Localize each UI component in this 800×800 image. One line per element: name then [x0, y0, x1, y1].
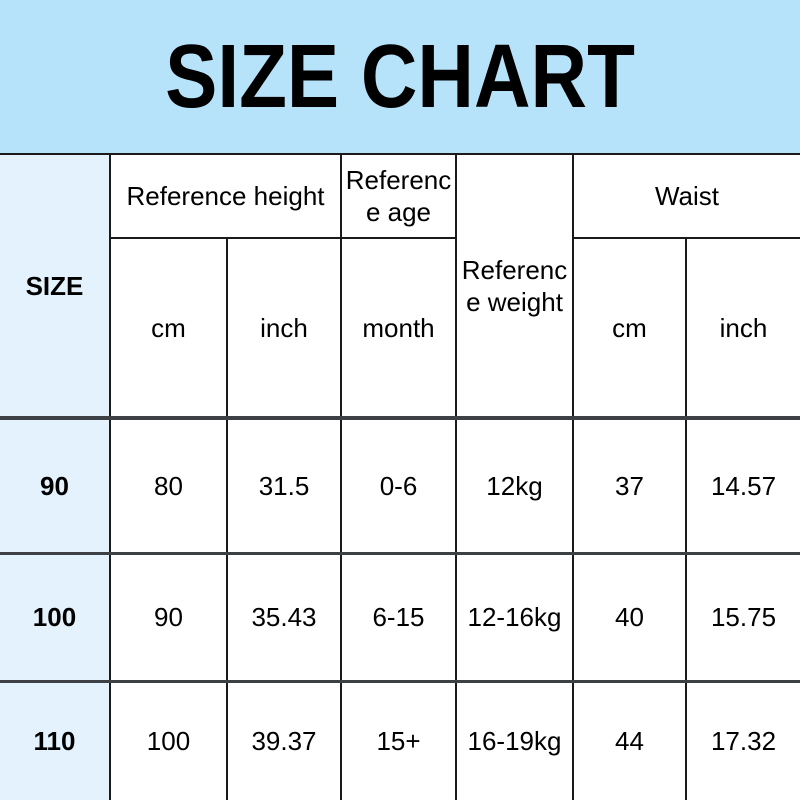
cell-age-month: 15+	[340, 680, 457, 800]
cell-size: 90	[0, 417, 111, 555]
unit-height-cm: cm	[109, 237, 228, 420]
cell-age-month: 6-15	[340, 552, 457, 683]
cell-height-cm: 90	[109, 552, 228, 683]
cell-size: 110	[0, 680, 111, 800]
cell-waist-inch: 14.57	[684, 417, 800, 555]
cell-height-cm: 100	[109, 680, 228, 800]
cell-waist-inch: 15.75	[684, 552, 800, 683]
table-row: 110 100 39.37 15+ 16-19kg 44 17.32	[0, 680, 800, 800]
unit-height-inch: inch	[226, 237, 342, 420]
cell-waist-cm: 40	[572, 552, 687, 683]
table-row: 90 80 31.5 0-6 12kg 37 14.57	[0, 417, 800, 555]
cell-weight: 12-16kg	[455, 552, 574, 683]
cell-height-inch: 35.43	[226, 552, 342, 683]
header-size: SIZE	[0, 153, 111, 420]
unit-waist-cm: cm	[572, 237, 687, 420]
unit-waist-inch: inch	[684, 237, 800, 420]
cell-age-month: 0-6	[340, 417, 457, 555]
header-waist: Waist	[571, 153, 800, 239]
cell-waist-cm: 37	[572, 417, 687, 555]
cell-weight: 16-19kg	[455, 680, 574, 800]
cell-waist-cm: 44	[572, 680, 687, 800]
size-chart-table: SIZE Reference height Referenc e age Ref…	[0, 153, 800, 800]
cell-waist-inch: 17.32	[684, 680, 800, 800]
unit-age-month: month	[340, 237, 457, 420]
page-title: SIZE CHART	[165, 26, 635, 127]
cell-height-cm: 80	[109, 417, 228, 555]
header-unit-row: cm inch month cm inch	[0, 237, 800, 420]
table-row: 100 90 35.43 6-15 12-16kg 40 15.75	[0, 552, 800, 683]
cell-height-inch: 31.5	[226, 417, 342, 555]
cell-weight: 12kg	[455, 417, 574, 555]
header-group-row: SIZE Reference height Referenc e age Ref…	[0, 153, 800, 420]
header-reference-weight: Referenc e weight	[455, 153, 574, 420]
header-reference-height: Reference height	[109, 153, 342, 239]
cell-size: 100	[0, 552, 111, 683]
size-chart-banner: SIZE CHART	[0, 0, 800, 153]
cell-height-inch: 39.37	[226, 680, 342, 800]
header-reference-age: Referenc e age	[340, 153, 457, 239]
